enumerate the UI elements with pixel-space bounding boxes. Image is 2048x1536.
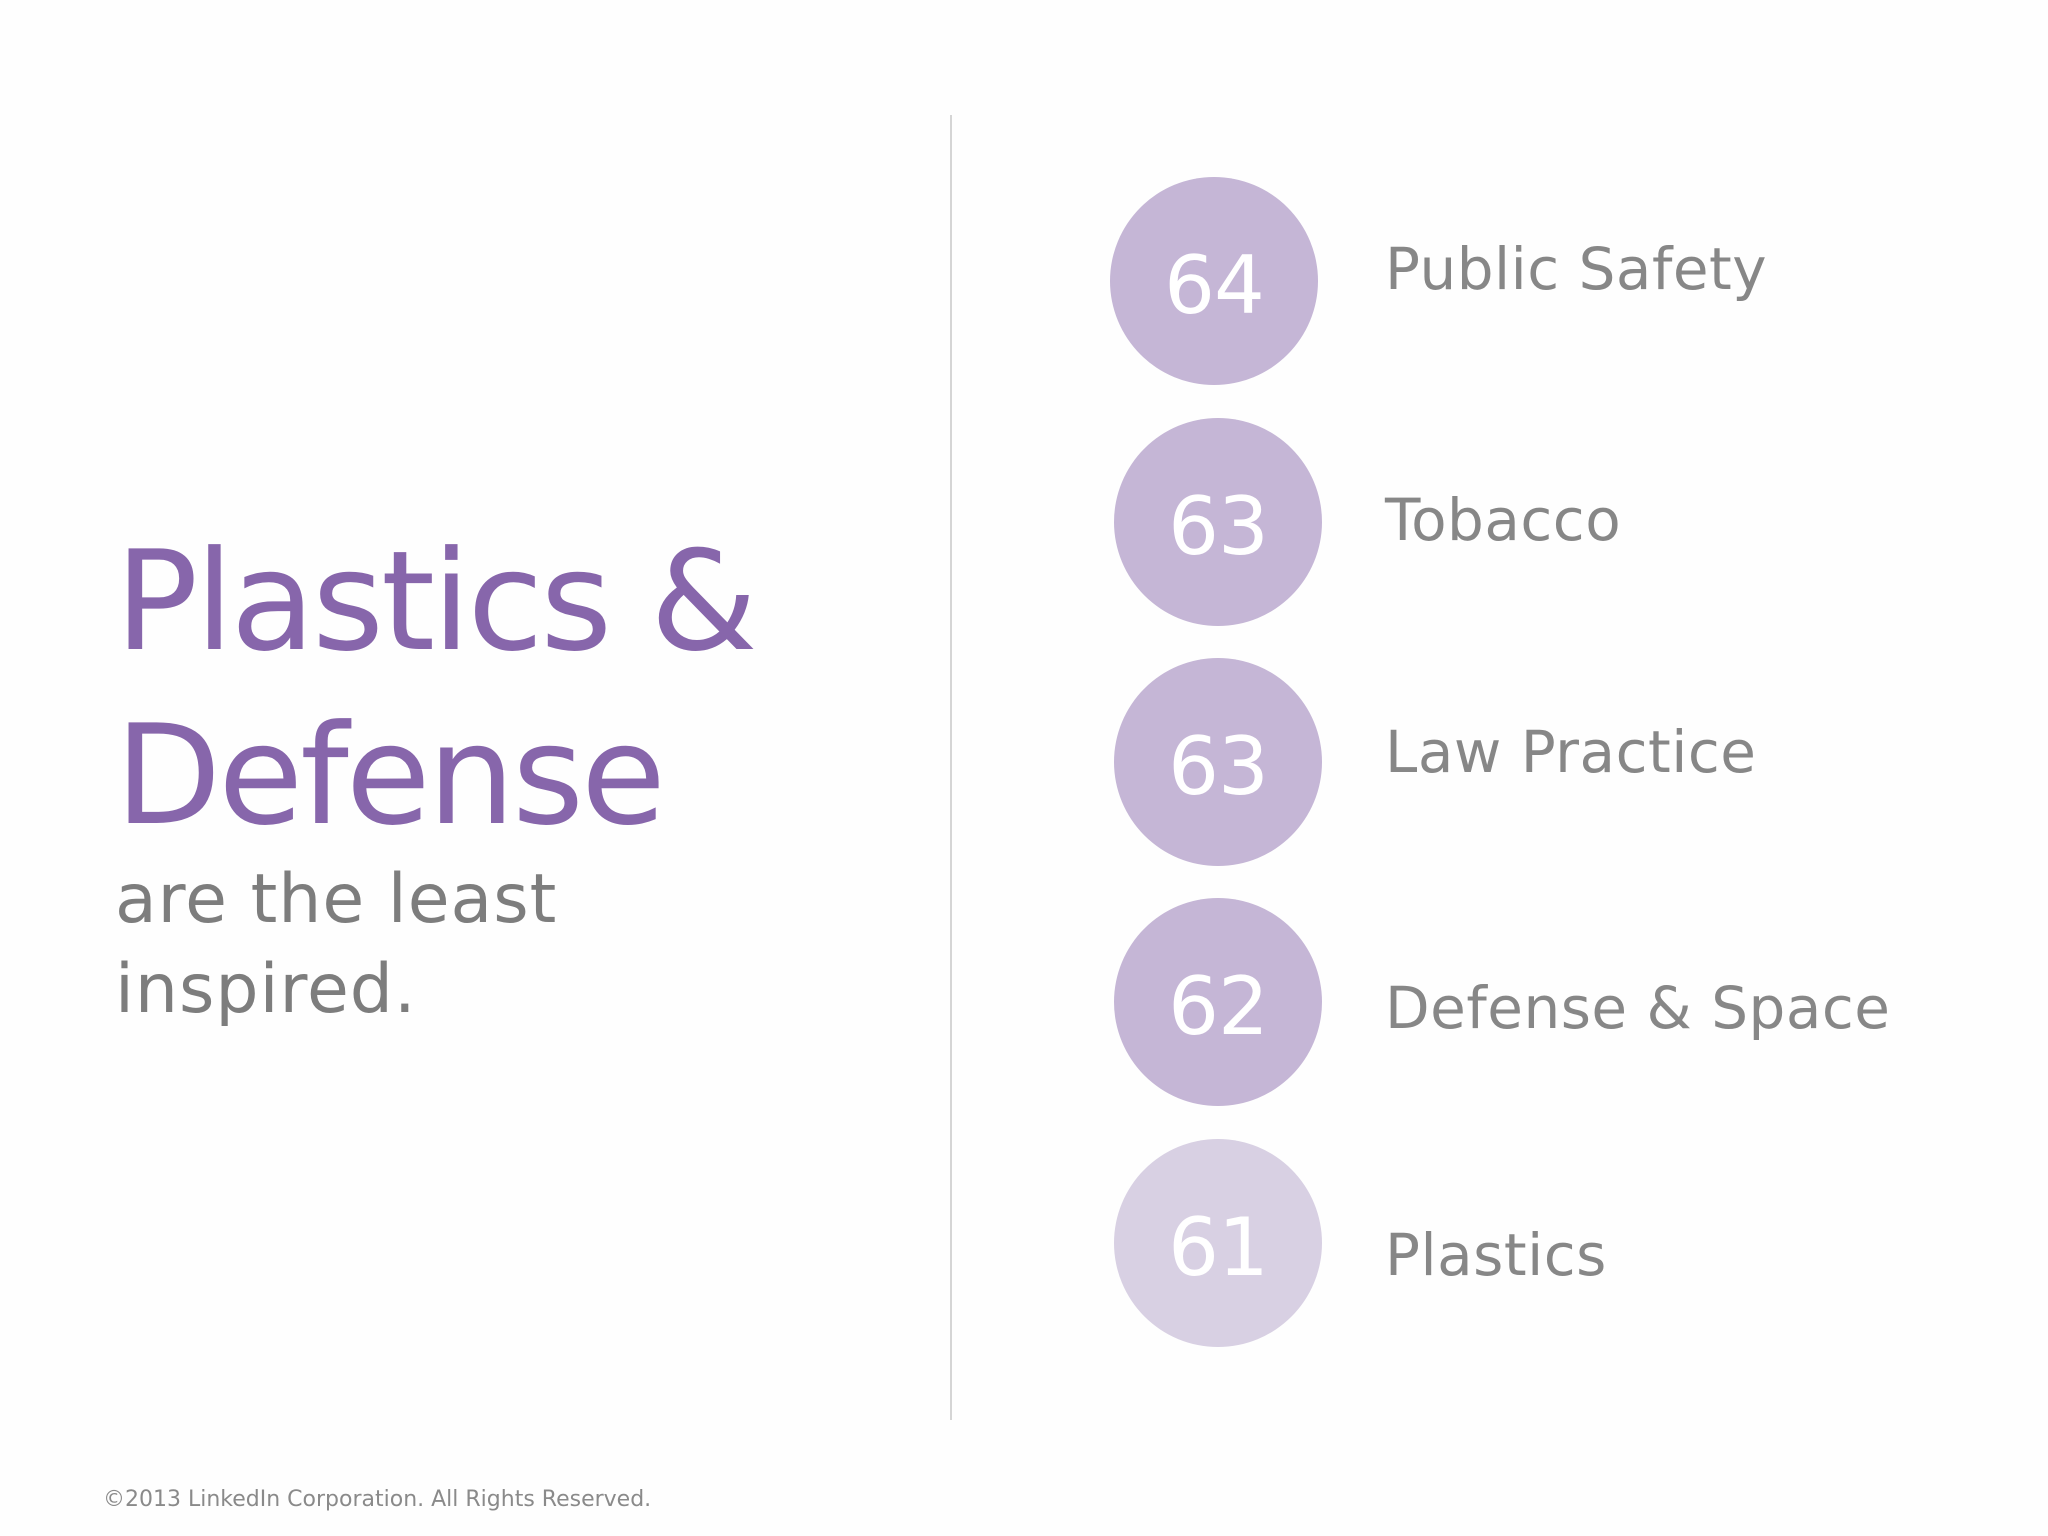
score-circle: 61	[1114, 1139, 1322, 1347]
vertical-divider	[950, 115, 952, 1420]
headline-line-1: Plastics &	[115, 521, 758, 682]
subline-line-1: are the least	[115, 860, 558, 939]
score-circle: 63	[1114, 658, 1322, 866]
subline-line-2: inspired.	[115, 950, 417, 1029]
copyright-footer: ©2013 LinkedIn Corporation. All Rights R…	[103, 1487, 652, 1512]
industry-label: Public Safety	[1385, 235, 1768, 303]
industry-label: Tobacco	[1385, 486, 1622, 554]
ranking-item-tobacco: 63 Tobacco	[1114, 418, 2014, 628]
subline: are the least inspired.	[115, 855, 815, 1035]
score-circle: 63	[1114, 418, 1322, 626]
headline: Plastics & Defense	[115, 515, 875, 863]
headline-line-2: Defense	[115, 695, 666, 856]
ranking-item-law-practice: 63 Law Practice	[1114, 658, 2014, 868]
score-circle: 64	[1110, 177, 1318, 385]
industry-label: Law Practice	[1385, 718, 1757, 786]
score-circle: 62	[1114, 898, 1322, 1106]
ranking-item-plastics: 61 Plastics	[1114, 1139, 2014, 1349]
ranking-item-public-safety: 64 Public Safety	[1110, 177, 2010, 387]
industry-label: Defense & Space	[1385, 974, 1891, 1042]
industry-label: Plastics	[1385, 1221, 1607, 1289]
ranking-item-defense-space: 62 Defense & Space	[1114, 898, 2014, 1108]
